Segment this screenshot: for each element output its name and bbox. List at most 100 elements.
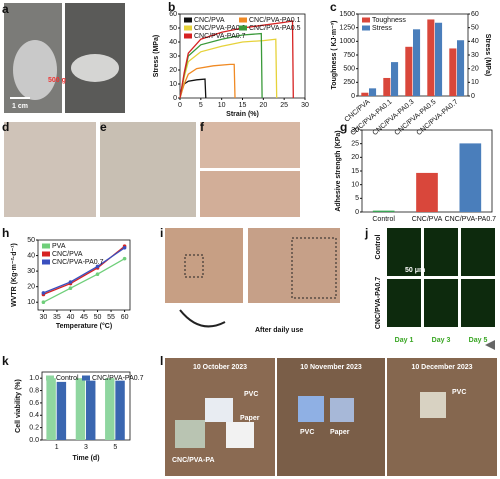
bar <box>435 22 443 96</box>
sample <box>205 398 233 422</box>
marker <box>122 256 127 261</box>
y-tick-label: 1.0 <box>29 375 39 382</box>
y-tick-label: 20 <box>169 67 177 74</box>
sample-label: CNC/PVA-PA <box>172 457 215 464</box>
panel-label: k <box>2 354 9 368</box>
caption: After daily use <box>255 327 303 334</box>
x-tick-label: 15 <box>239 102 247 109</box>
y-axis-label: WVTR (Kg·m⁻²·d⁻¹) <box>11 243 18 307</box>
sample-label: PVC <box>300 429 314 436</box>
y-tick-label: 10 <box>351 182 359 189</box>
y-tick-label: 750 <box>343 52 355 59</box>
y-tick-label: 0.4 <box>29 412 39 419</box>
bar <box>405 46 413 96</box>
x-tick-label: 30 <box>40 314 48 321</box>
cell <box>424 279 458 327</box>
legend-label: CNC/PVA-PA0.5 <box>249 25 301 32</box>
date: 10 December 2023 <box>411 364 472 371</box>
x-tick-label: 10 <box>218 102 226 109</box>
bar <box>449 48 457 96</box>
y-tick-label: 30 <box>27 268 35 275</box>
y2-tick-label: 30 <box>471 52 479 59</box>
x-tick-label: 5 <box>199 102 203 109</box>
y-tick-label: 20 <box>351 154 359 161</box>
line <box>43 247 125 294</box>
scale-label: 50 μm <box>405 267 425 274</box>
x-tick-label: 1 <box>55 444 59 451</box>
y-tick-label: 0 <box>173 95 177 102</box>
y2-axis-label: Stress (MPa) <box>484 34 491 76</box>
y-tick-label: 30 <box>169 53 177 60</box>
x-tick-label: 0 <box>178 102 182 109</box>
y-axis-label: Stress (MPa) <box>153 35 160 77</box>
line <box>179 38 278 99</box>
sample-label: PVC <box>452 389 466 396</box>
x-tick-label: 45 <box>80 314 88 321</box>
photos: 500 g 1 cm After daily use Control CNC/P… <box>4 3 497 476</box>
x-tick-label: CNC/PVA <box>412 216 443 223</box>
photo-d <box>4 122 96 217</box>
marker <box>68 286 73 291</box>
legend-label: CNC/PVA <box>52 251 83 258</box>
cell <box>424 228 458 276</box>
panel-label: d <box>2 120 9 134</box>
panel-label: g <box>340 120 347 134</box>
bar <box>459 143 482 212</box>
photo-f1 <box>200 122 300 168</box>
y-tick-label: 60 <box>169 11 177 18</box>
x-tick-label: Control <box>372 216 395 223</box>
y-tick-label: 1000 <box>339 38 355 45</box>
row-label: CNC/PVA-PA0.7 <box>375 277 382 329</box>
bar <box>413 29 421 96</box>
row-label: Control <box>375 235 382 260</box>
x-tick-label: 35 <box>53 314 61 321</box>
legend-label: CNC/PVA-PA0.1 <box>249 17 301 24</box>
arrow <box>179 309 226 328</box>
weight-top <box>71 54 119 82</box>
photo-f2 <box>200 171 300 217</box>
bar <box>56 381 67 440</box>
sample <box>330 398 354 422</box>
fluorescence-grid <box>387 228 495 327</box>
x-axis-label: Time (d) <box>72 455 99 462</box>
marker <box>95 272 100 277</box>
line <box>179 20 294 99</box>
bar <box>369 88 377 96</box>
legend-label: Stress <box>372 25 392 32</box>
panel-label: j <box>364 226 368 240</box>
cell <box>461 228 495 276</box>
y-axis-label: Toughness ( KJ·m⁻³) <box>331 21 338 90</box>
legend-swatch <box>42 243 50 249</box>
bar <box>46 378 56 440</box>
bar <box>427 19 435 96</box>
y-tick-label: 10 <box>169 81 177 88</box>
legend-swatch <box>362 17 370 23</box>
x-tick-label: 3 <box>84 444 88 451</box>
panel-label: l <box>160 354 163 368</box>
sample-label: PVC <box>244 391 258 398</box>
y2-tick-label: 20 <box>471 66 479 73</box>
y-tick-label: 50 <box>169 25 177 32</box>
bar <box>372 210 395 212</box>
y-tick-label: 1500 <box>339 11 355 18</box>
legend-swatch <box>184 33 192 39</box>
panel-label: b <box>168 0 175 14</box>
weight-label: 500 g <box>48 77 66 84</box>
legend-label: CNC/PVA <box>194 17 225 24</box>
bar <box>416 172 438 212</box>
y2-tick-label: 60 <box>471 11 479 18</box>
y-tick-label: 40 <box>169 39 177 46</box>
bar <box>75 378 86 440</box>
y-axis-label: Adhesive strength (KPa) <box>335 130 342 211</box>
x-tick-label: 30 <box>301 102 309 109</box>
bar <box>383 77 391 96</box>
bar <box>86 380 96 440</box>
y-tick-label: 25 <box>351 141 359 148</box>
panel-label: c <box>330 0 337 14</box>
weight <box>13 40 57 100</box>
legend-swatch <box>42 251 50 257</box>
legend-swatch <box>362 25 370 31</box>
line <box>43 258 125 303</box>
x-tick-label: 5 <box>113 444 117 451</box>
legend-swatch <box>184 25 192 31</box>
